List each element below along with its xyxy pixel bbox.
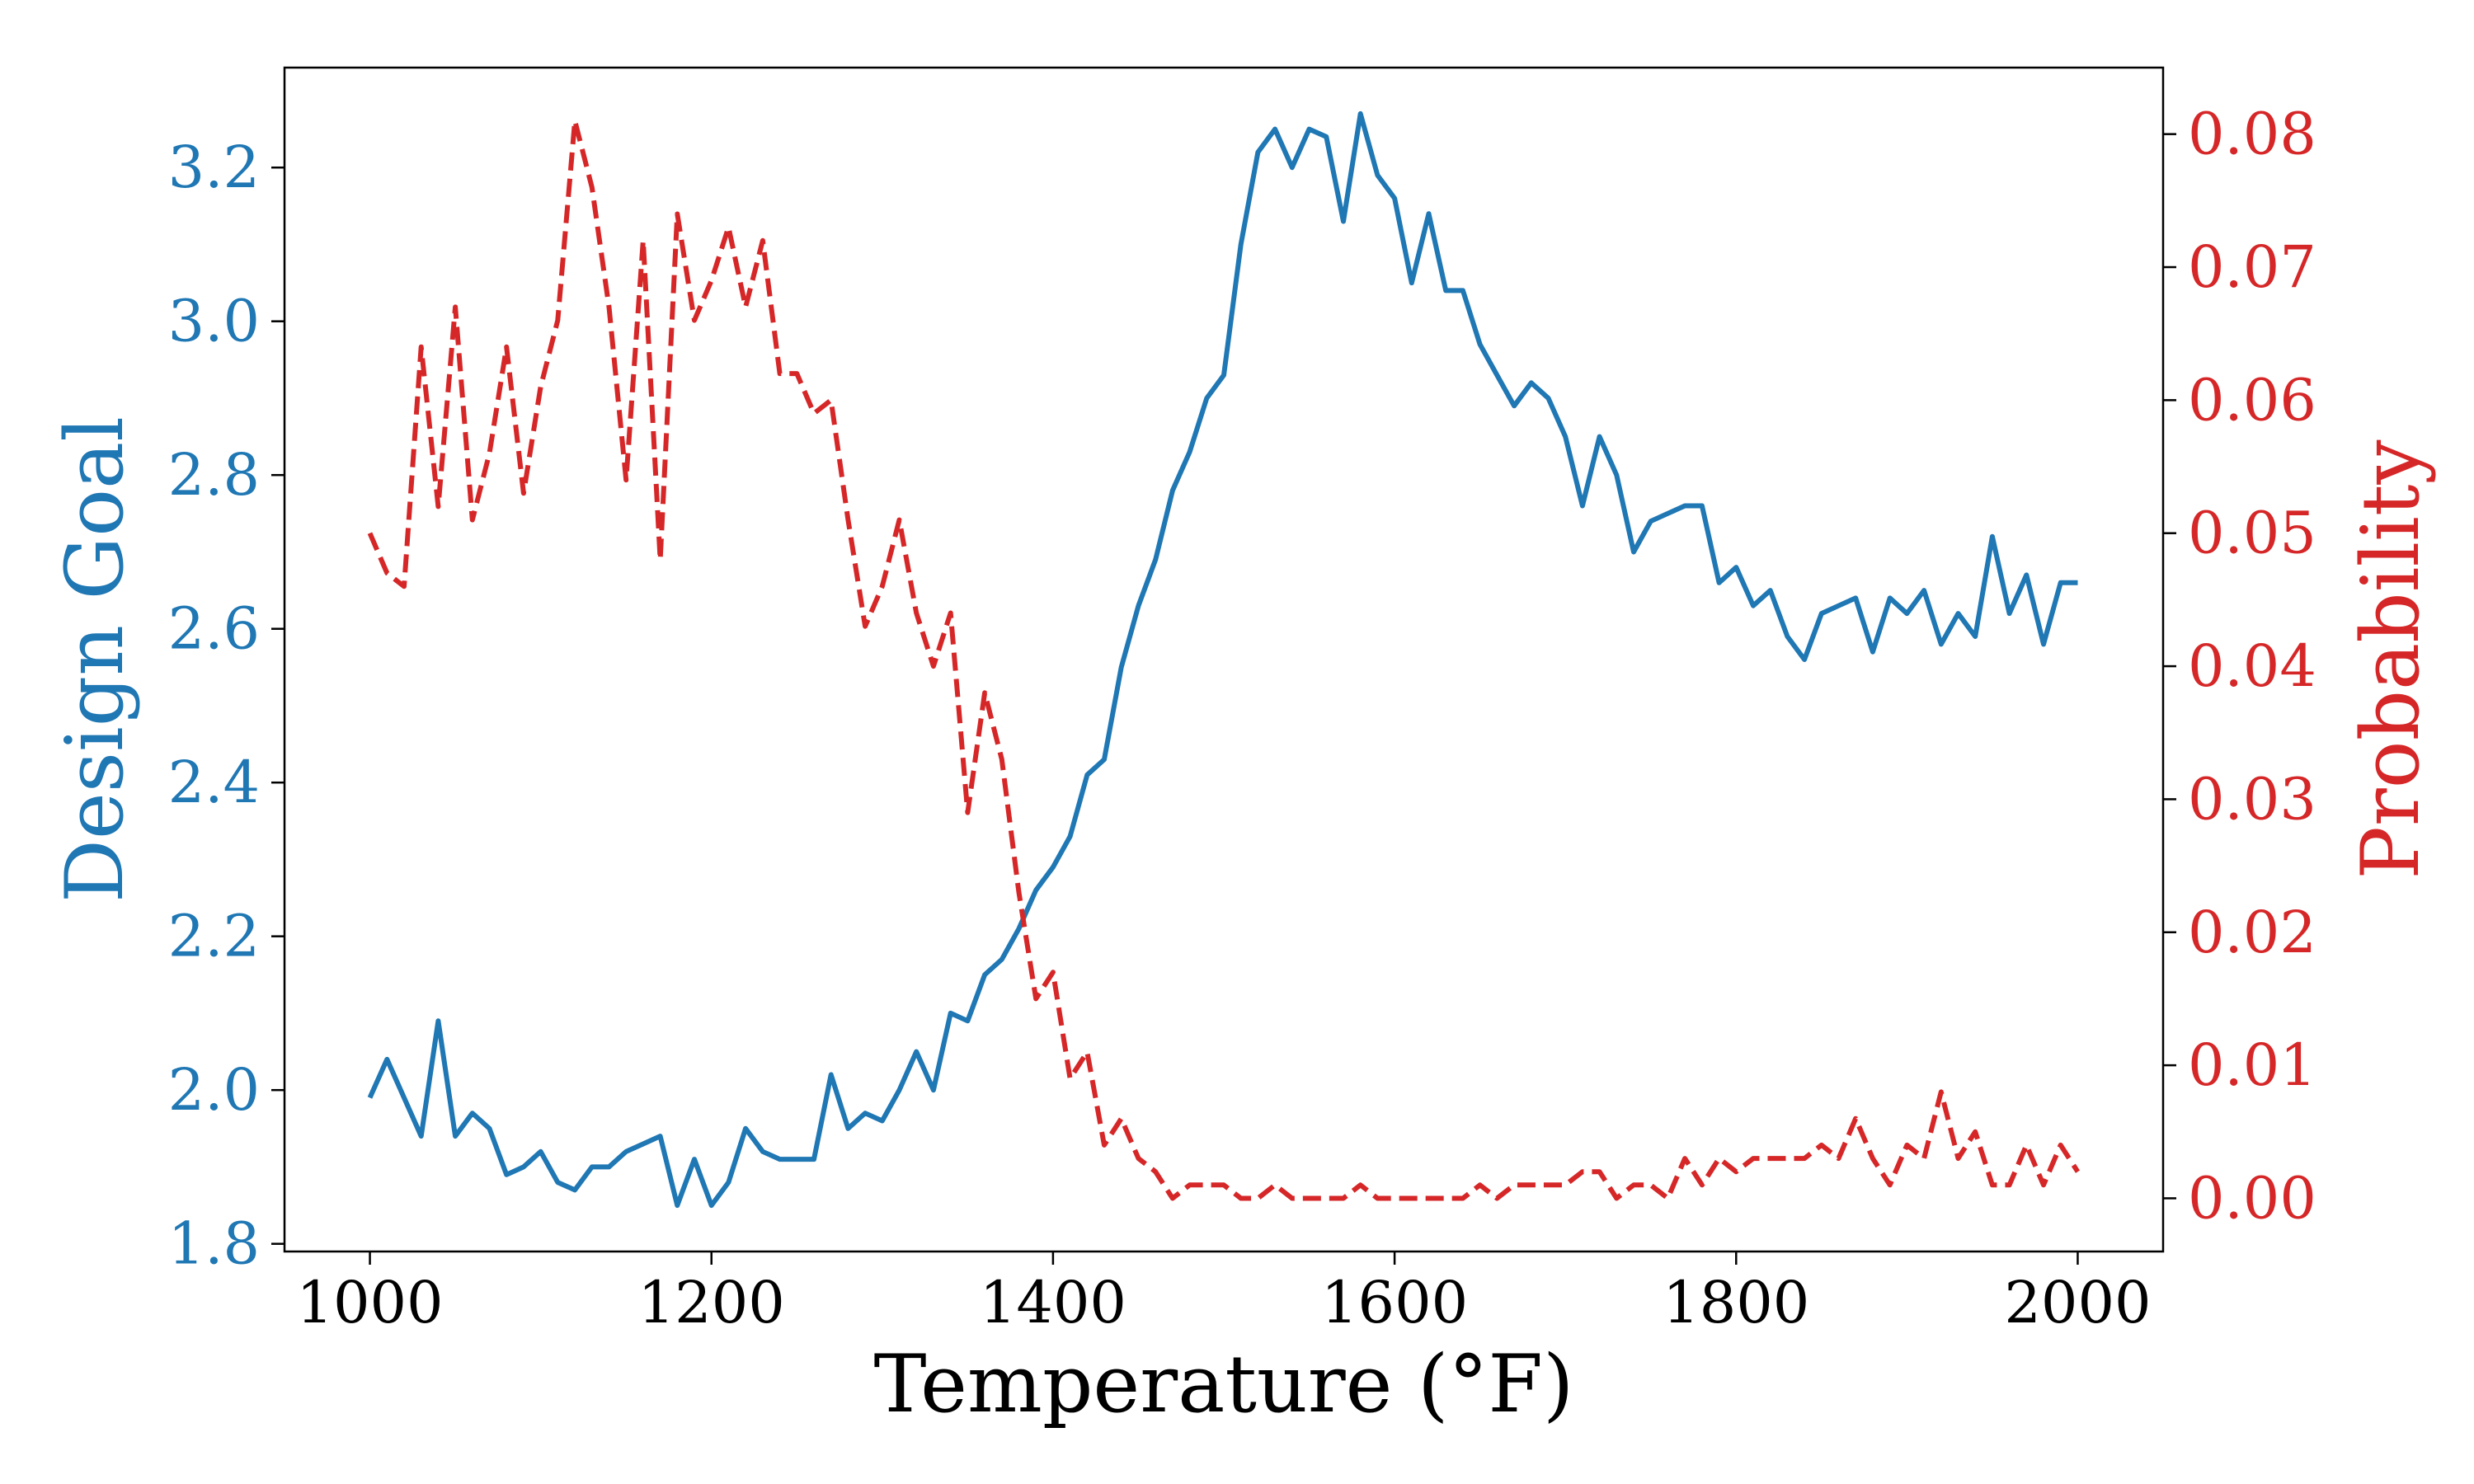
right-y-tick-label: 0.07: [2188, 233, 2316, 301]
left-y-axis-label: Design Goal: [49, 416, 141, 903]
left-y-tick-label: 2.2: [168, 903, 260, 970]
design-goal-series-line: [367, 110, 2078, 1209]
right-y-tick-label: 0.08: [2188, 101, 2316, 168]
right-y-axis-ticks: 0.00 0.01 0.02 0.03 0.04 0.05 0.06 0.07 0.08: [2163, 101, 2316, 1232]
x-tick-label: 1400: [980, 1269, 1126, 1336]
right-y-axis-label: Probability: [2345, 439, 2437, 879]
right-y-tick-label: 0.00: [2188, 1164, 2316, 1232]
left-y-tick-label: 3.2: [168, 134, 260, 201]
left-y-axis-ticks: 1.8 2.0 2.2 2.4 2.6 2.8 3.0 3.2: [168, 134, 285, 1278]
right-y-tick-label: 0.03: [2188, 765, 2316, 833]
x-tick-label: 1800: [1663, 1269, 1809, 1336]
left-y-tick-label: 2.6: [168, 595, 260, 663]
x-tick-label: 1600: [1321, 1269, 1468, 1336]
left-y-tick-label: 1.8: [168, 1210, 260, 1278]
left-y-tick-label: 3.0: [168, 288, 260, 355]
right-y-tick-label: 0.06: [2188, 366, 2316, 434]
right-y-tick-label: 0.05: [2188, 500, 2316, 567]
plot-lines: [367, 110, 2081, 1209]
left-y-tick-label: 2.4: [168, 749, 260, 816]
x-tick-label: 1000: [296, 1269, 443, 1336]
right-y-tick-label: 0.01: [2188, 1031, 2316, 1099]
left-y-tick-label: 2.8: [168, 441, 260, 509]
x-axis-ticks: 1000 1200 1400 1600 1800 2000: [296, 1252, 2152, 1336]
right-y-tick-label: 0.02: [2188, 899, 2316, 966]
probability-series-line: [367, 118, 2081, 1201]
x-tick-label: 1200: [638, 1269, 785, 1336]
x-axis-label: Temperature (°F): [874, 1338, 1574, 1430]
plot-frame: [283, 66, 2165, 1253]
left-y-tick-label: 2.0: [168, 1056, 260, 1124]
right-y-tick-label: 0.04: [2188, 632, 2316, 700]
x-tick-label: 2000: [2004, 1269, 2151, 1336]
